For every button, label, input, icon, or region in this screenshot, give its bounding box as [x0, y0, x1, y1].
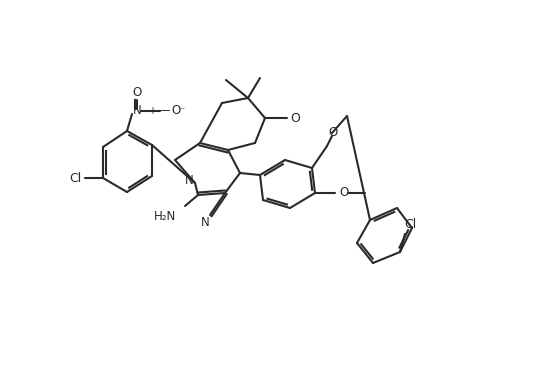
Text: Cl: Cl [69, 171, 81, 185]
Text: O: O [290, 112, 300, 124]
Text: O: O [339, 186, 349, 200]
Text: ⁻: ⁻ [179, 106, 185, 116]
Text: O: O [328, 127, 338, 139]
Text: +: + [148, 106, 156, 116]
Text: N: N [201, 217, 209, 229]
Text: H₂N: H₂N [154, 210, 176, 222]
Text: N: N [185, 174, 193, 186]
Text: —: — [158, 105, 170, 117]
Text: O: O [171, 105, 180, 117]
Text: O: O [132, 87, 141, 99]
Text: Cl: Cl [404, 218, 416, 230]
Text: N: N [133, 105, 141, 117]
